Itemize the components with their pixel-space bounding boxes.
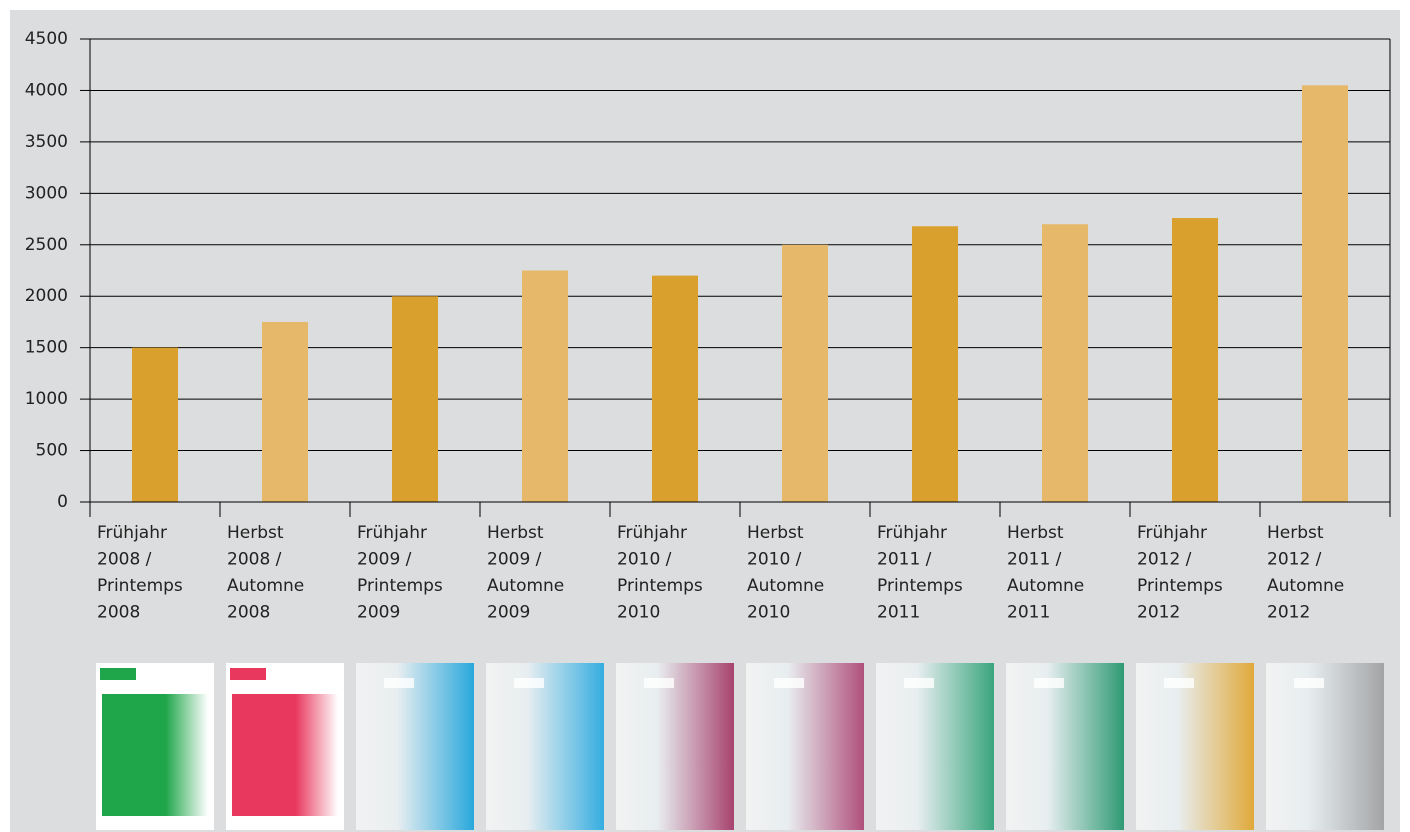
x-tick-label: Herbst [1267, 523, 1324, 543]
x-tick-label: 2010 / [617, 550, 672, 570]
cover-image [1006, 663, 1124, 830]
bar [522, 270, 568, 502]
x-tick-label: 2009 [357, 603, 400, 623]
bar [912, 226, 958, 502]
y-tick-label: 3000 [25, 183, 68, 203]
x-tick-label: 2008 / [97, 550, 152, 570]
y-tick-label: 4000 [25, 80, 68, 100]
x-tick-label: 2010 [747, 603, 790, 623]
x-tick-label: Printemps [877, 576, 963, 596]
y-tick-label: 2000 [25, 286, 68, 306]
x-tick-label: Herbst [227, 523, 284, 543]
x-tick-label: 2010 [617, 603, 660, 623]
x-tick-label: Frühjahr [617, 523, 687, 543]
y-tick-label: 2500 [25, 235, 68, 255]
x-tick-label: Frühjahr [1137, 523, 1207, 543]
x-tick-label: Automne [1267, 576, 1344, 596]
x-tick-label: Frühjahr [877, 523, 947, 543]
bar [1042, 224, 1088, 502]
x-tick-label: 2011 / [1007, 550, 1062, 570]
x-tick-label: 2012 [1267, 603, 1310, 623]
x-tick-label: Frühjahr [97, 523, 167, 543]
x-tick-label: 2010 / [747, 550, 802, 570]
bar [652, 275, 698, 502]
cover-logo [514, 678, 544, 688]
y-tick-label: 1000 [25, 389, 68, 409]
cover-image [356, 663, 474, 830]
x-tick-label: Herbst [1007, 523, 1064, 543]
cover-logo [1294, 678, 1324, 688]
x-tick-label: Printemps [357, 576, 443, 596]
bar [132, 347, 178, 502]
cover-image [746, 663, 864, 830]
bar [782, 244, 828, 502]
cover-logo [100, 668, 136, 680]
x-tick-label: Automne [487, 576, 564, 596]
cover-image [616, 663, 734, 830]
cover-logo [904, 678, 934, 688]
bar [262, 321, 308, 502]
cover-logo [774, 678, 804, 688]
x-tick-label: 2008 [97, 603, 140, 623]
y-tick-label: 500 [36, 441, 68, 461]
x-tick-label: 2011 / [877, 550, 932, 570]
cover-image [876, 663, 994, 830]
cover-image [102, 694, 208, 816]
cover-image [1136, 663, 1254, 830]
bar [392, 296, 438, 502]
x-tick-label: 2009 [487, 603, 530, 623]
cover-image [232, 694, 338, 816]
bar [1172, 218, 1218, 502]
x-tick-label: 2009 / [357, 550, 412, 570]
x-tick-label: 2012 [1137, 603, 1180, 623]
x-tick-label: Automne [747, 576, 824, 596]
x-tick-label: 2011 [877, 603, 920, 623]
x-tick-label: 2009 / [487, 550, 542, 570]
x-tick-label: Automne [227, 576, 304, 596]
cover-logo [384, 678, 414, 688]
cover-logo [644, 678, 674, 688]
x-tick-label: 2011 [1007, 603, 1050, 623]
cover-image [1266, 663, 1384, 830]
x-tick-label: Printemps [617, 576, 703, 596]
bar [1302, 85, 1348, 503]
y-tick-label: 3500 [25, 132, 68, 152]
x-tick-label: Printemps [97, 576, 183, 596]
cover-logo [1034, 678, 1064, 688]
x-tick-label: Frühjahr [357, 523, 427, 543]
x-tick-label: Herbst [747, 523, 804, 543]
x-tick-label: Automne [1007, 576, 1084, 596]
cover-image [486, 663, 604, 830]
cover-logo [1164, 678, 1194, 688]
x-tick-label: Herbst [487, 523, 544, 543]
cover-logo [230, 668, 266, 680]
y-tick-label: 4500 [25, 29, 68, 49]
x-tick-label: 2012 / [1137, 550, 1192, 570]
y-tick-label: 0 [57, 492, 68, 512]
y-tick-label: 1500 [25, 338, 68, 358]
x-tick-label: Printemps [1137, 576, 1223, 596]
x-tick-label: 2012 / [1267, 550, 1322, 570]
x-tick-label: 2008 / [227, 550, 282, 570]
x-tick-label: 2008 [227, 603, 270, 623]
